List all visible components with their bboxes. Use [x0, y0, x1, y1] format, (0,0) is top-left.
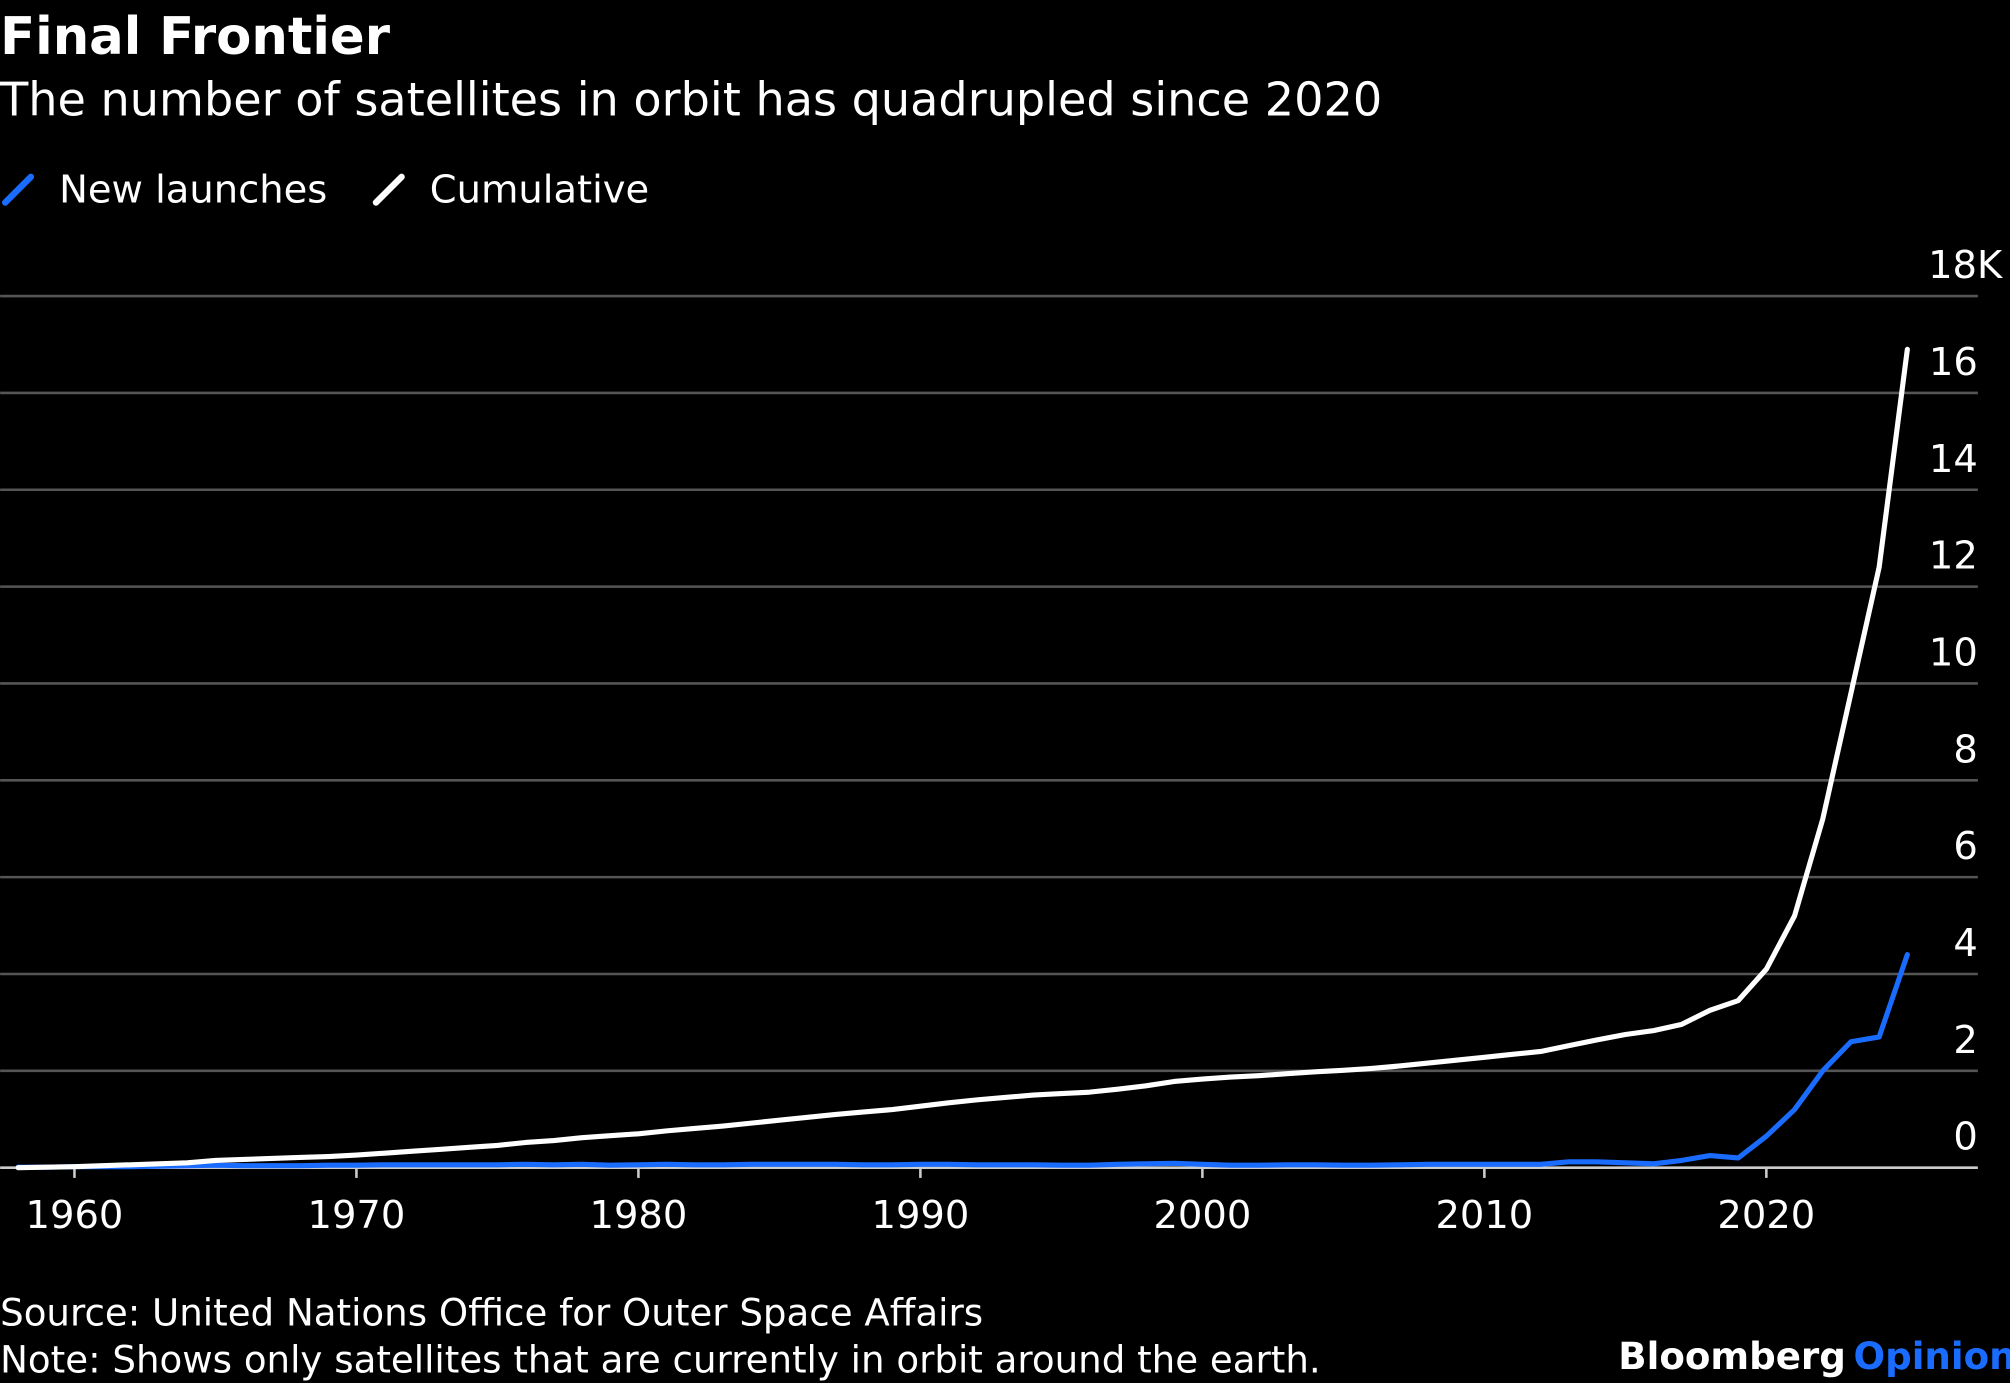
chart-title: Final Frontier [0, 7, 391, 67]
brand-suffix: Opinion [1854, 1334, 2010, 1378]
chart-subtitle: The number of satellites in orbit has qu… [0, 72, 1382, 126]
x-tick-label: 2020 [1717, 1193, 1815, 1238]
y-tick-label: 8 [1953, 727, 1977, 772]
x-tick-label: 1970 [308, 1193, 406, 1238]
legend-label: Cumulative [430, 168, 649, 213]
y-tick-label: 4 [1953, 921, 1977, 966]
y-tick-label: 14 [1929, 437, 1978, 482]
legend-label: New launches [59, 168, 327, 213]
x-tick-label: 1960 [26, 1193, 124, 1238]
data-line [15, 346, 1910, 1171]
source: Source: United Nations Office for Outer … [0, 1290, 983, 1334]
legend-swatch [372, 173, 405, 206]
data-line [15, 952, 1910, 1170]
y-tick-label: 12 [1929, 534, 1978, 579]
x-tick-label: 1990 [871, 1193, 969, 1238]
x-tick-label: 2010 [1435, 1193, 1533, 1238]
y-tick-label: 18K [1928, 243, 2004, 288]
x-tick-label: 1980 [590, 1193, 688, 1238]
note: Note: Shows only satellites that are cur… [0, 1338, 1321, 1382]
y-tick-label: 16 [1929, 340, 1978, 385]
x-tick-label: 2000 [1153, 1193, 1251, 1238]
y-tick-label: 6 [1953, 824, 1977, 869]
legend-swatch [2, 173, 35, 206]
y-tick-label: 0 [1953, 1115, 1977, 1160]
brand: Bloomberg [1618, 1334, 1846, 1378]
y-tick-label: 10 [1929, 631, 1978, 676]
y-tick-label: 2 [1953, 1018, 1977, 1063]
